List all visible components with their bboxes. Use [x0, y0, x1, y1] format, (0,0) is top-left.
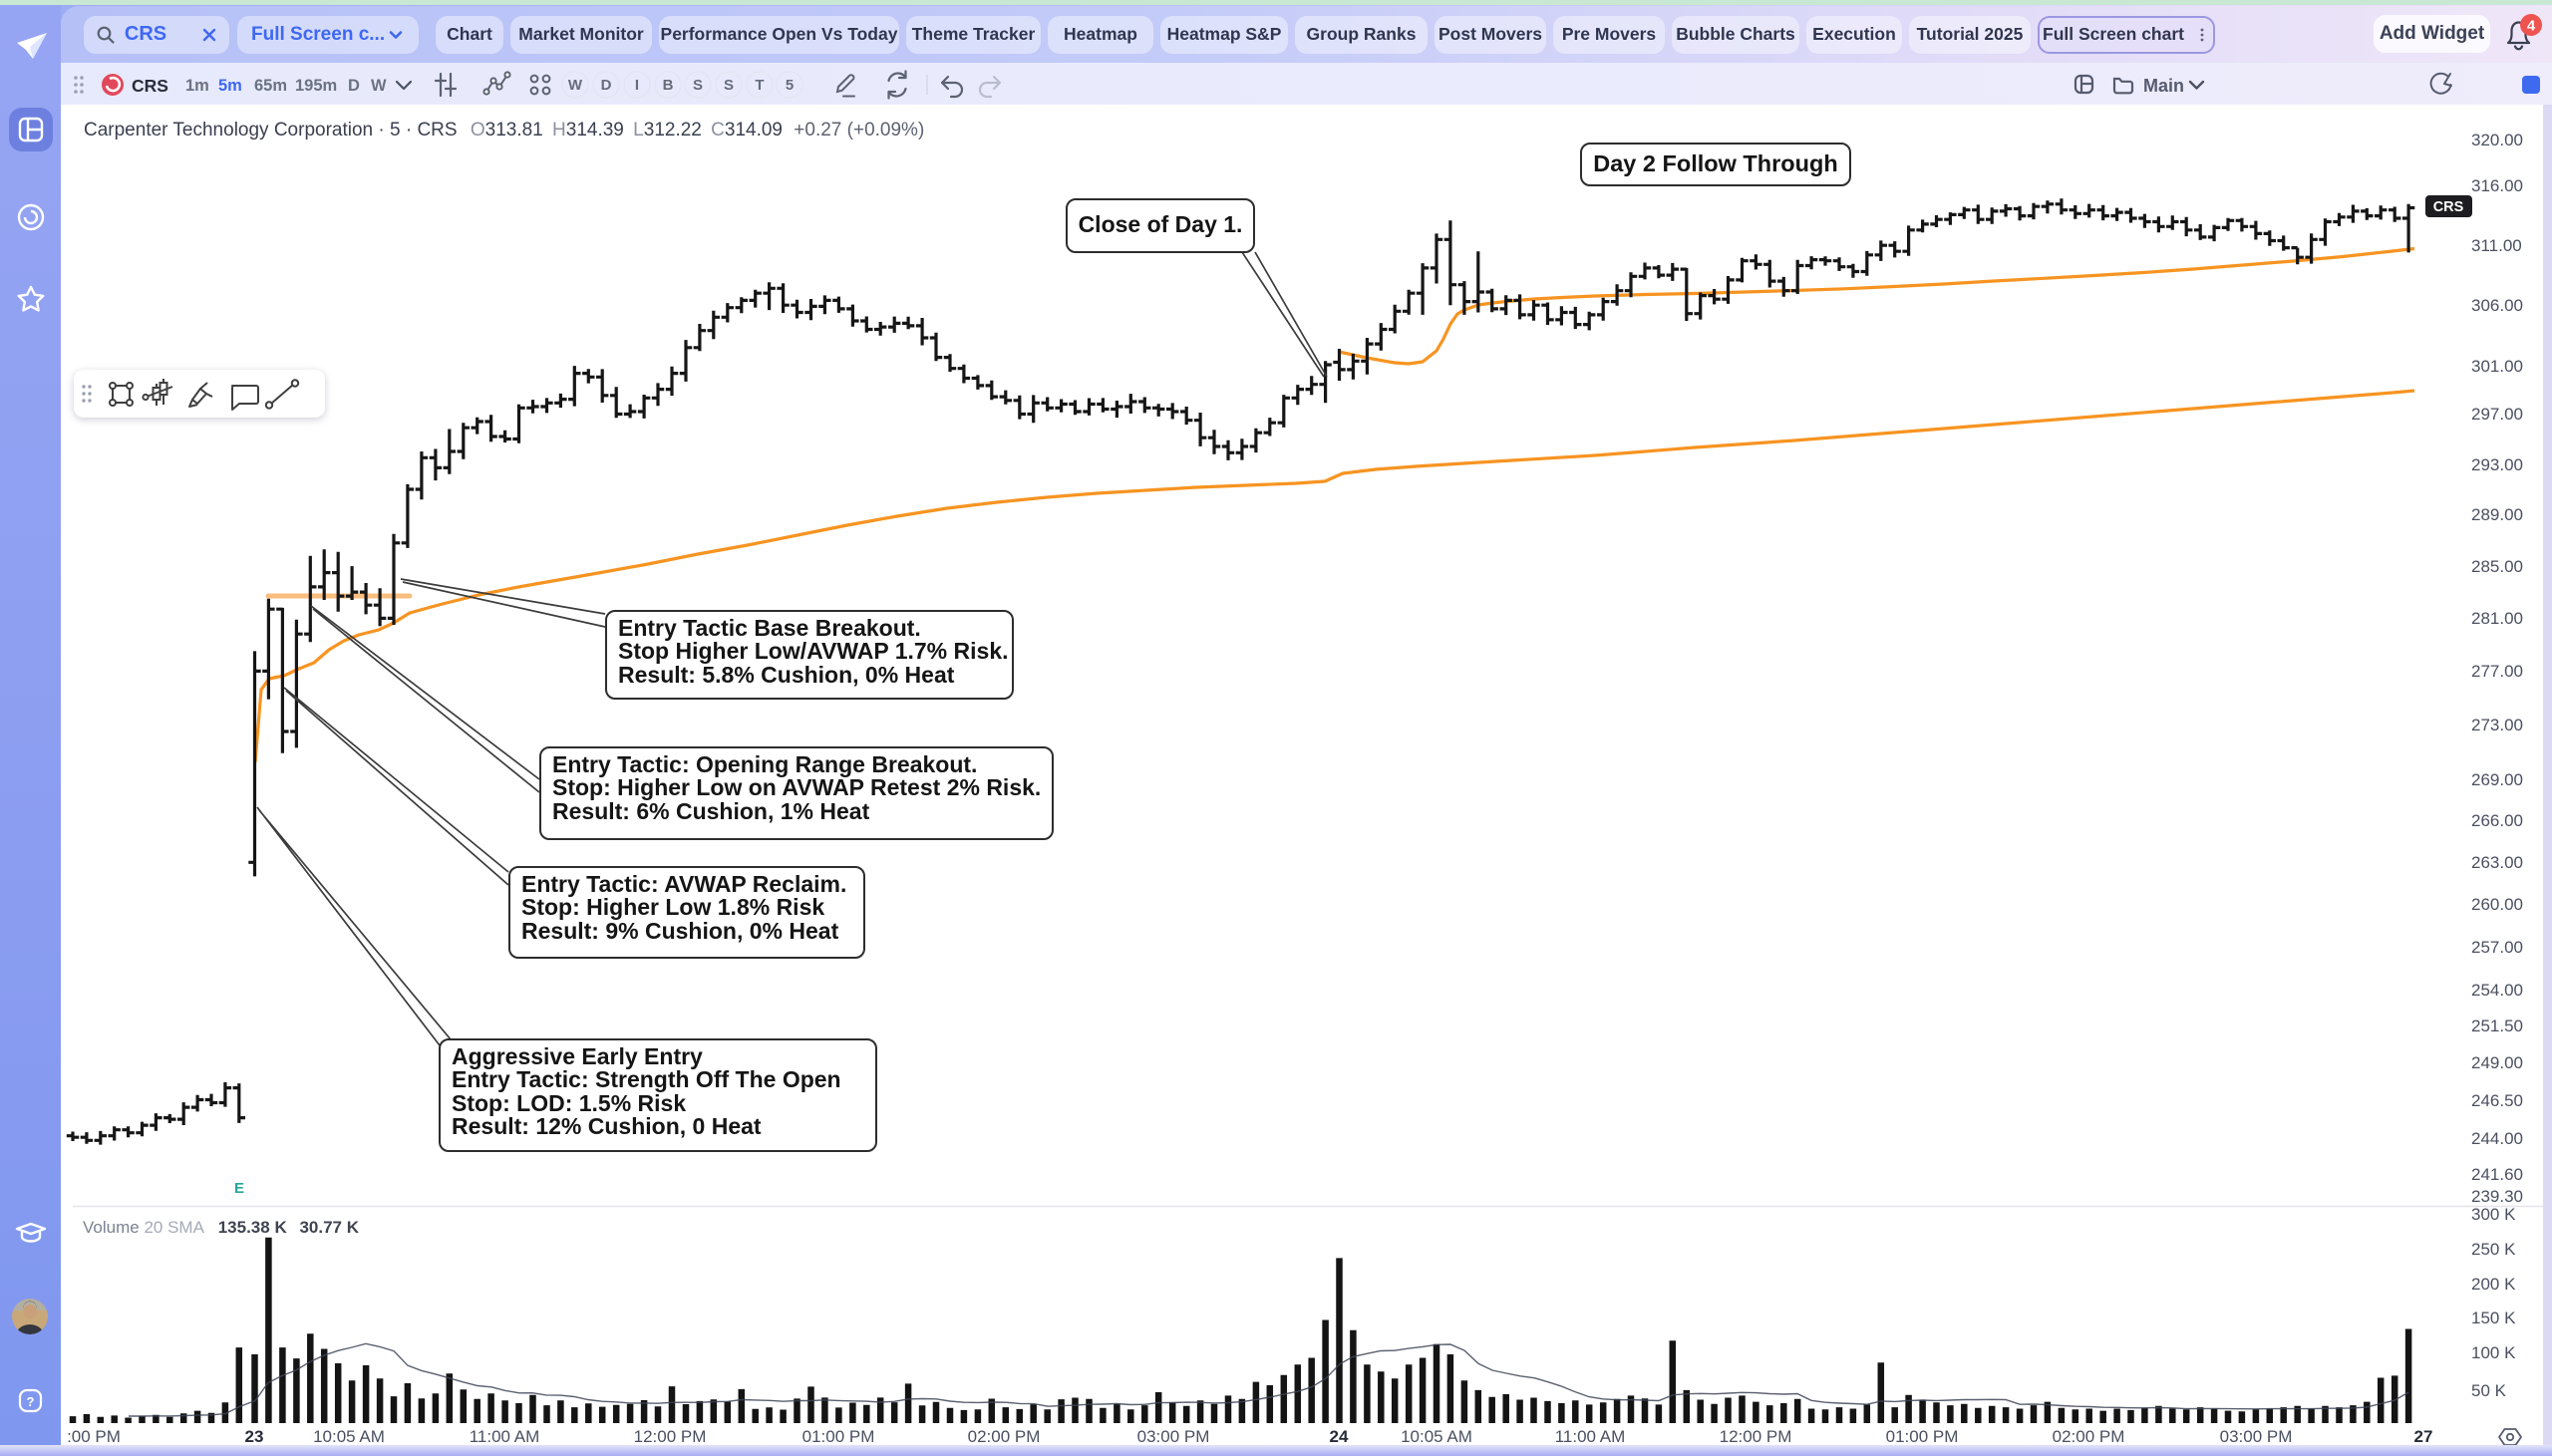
svg-text:306.00: 306.00: [2471, 296, 2523, 315]
svg-text:285.00: 285.00: [2471, 557, 2523, 576]
svg-text:263.00: 263.00: [2471, 853, 2523, 872]
svg-text:Carpenter Technology Corporati: Carpenter Technology Corporation · 5 · C…: [84, 120, 924, 141]
svg-text:239.30: 239.30: [2471, 1187, 2523, 1206]
svg-text:250 K: 250 K: [2471, 1240, 2516, 1259]
svg-text:03:00 PM: 03:00 PM: [2220, 1427, 2293, 1446]
svg-text:260.00: 260.00: [2471, 895, 2523, 914]
svg-text:277.00: 277.00: [2471, 662, 2523, 681]
svg-text:273.00: 273.00: [2471, 716, 2523, 734]
svg-text:293.00: 293.00: [2471, 455, 2523, 474]
svg-text:23: 23: [245, 1427, 264, 1446]
svg-text:244.00: 244.00: [2471, 1129, 2523, 1148]
svg-text:01:00 PM: 01:00 PM: [1886, 1427, 1959, 1446]
svg-text:11:00 AM: 11:00 AM: [1555, 1427, 1626, 1446]
svg-text:02:00 PM: 02:00 PM: [2053, 1427, 2125, 1446]
svg-text:320.00: 320.00: [2471, 131, 2523, 149]
svg-text:11:00 AM: 11:00 AM: [470, 1427, 540, 1446]
svg-text:10:05 AM: 10:05 AM: [313, 1427, 385, 1446]
svg-text:246.50: 246.50: [2471, 1091, 2523, 1110]
svg-text:CRS: CRS: [2433, 199, 2464, 215]
svg-text::00 PM: :00 PM: [67, 1427, 121, 1446]
svg-text:254.00: 254.00: [2471, 981, 2523, 1000]
svg-text:281.00: 281.00: [2471, 609, 2523, 628]
svg-text:Volume 20 SMA 135.38 K: Volume 20 SMA 135.38 K 30.77 K: [83, 1218, 360, 1237]
svg-text:316.00: 316.00: [2471, 176, 2523, 195]
svg-text:269.00: 269.00: [2471, 770, 2523, 789]
svg-text:12:00 PM: 12:00 PM: [634, 1427, 707, 1446]
svg-text:266.00: 266.00: [2471, 811, 2523, 830]
svg-text:297.00: 297.00: [2471, 405, 2523, 424]
svg-text:257.00: 257.00: [2471, 938, 2523, 957]
svg-text:249.00: 249.00: [2471, 1053, 2523, 1072]
svg-text:50 K: 50 K: [2471, 1381, 2507, 1400]
svg-text:301.00: 301.00: [2471, 357, 2523, 376]
svg-text:27: 27: [2414, 1427, 2433, 1446]
svg-text:10:05 AM: 10:05 AM: [1401, 1427, 1472, 1446]
svg-text:E: E: [234, 1180, 244, 1197]
svg-text:251.50: 251.50: [2471, 1017, 2523, 1035]
svg-text:150 K: 150 K: [2471, 1309, 2516, 1327]
svg-text:01:00 PM: 01:00 PM: [802, 1427, 875, 1446]
svg-text:311.00: 311.00: [2471, 236, 2522, 255]
svg-text:12:00 PM: 12:00 PM: [1720, 1427, 1792, 1446]
svg-text:300 K: 300 K: [2471, 1205, 2516, 1224]
svg-text:24: 24: [1330, 1427, 1349, 1446]
svg-text:289.00: 289.00: [2471, 505, 2523, 524]
svg-text:200 K: 200 K: [2471, 1275, 2516, 1294]
svg-text:100 K: 100 K: [2471, 1343, 2516, 1362]
svg-text:03:00 PM: 03:00 PM: [1137, 1427, 1210, 1446]
svg-text:241.60: 241.60: [2471, 1165, 2523, 1184]
svg-text:02:00 PM: 02:00 PM: [968, 1427, 1041, 1446]
svg-text:?: ?: [27, 1394, 35, 1409]
